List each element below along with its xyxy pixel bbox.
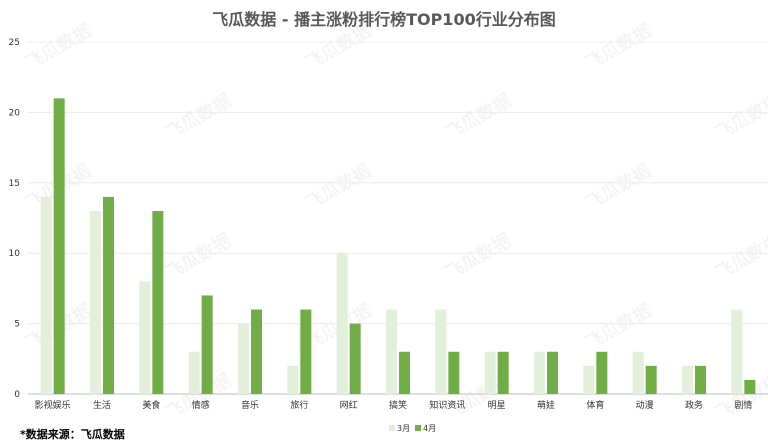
bar-april <box>152 210 164 394</box>
y-tick-label: 5 <box>14 320 20 330</box>
y-tick-label: 25 <box>9 38 20 48</box>
x-tick-label: 剧情 <box>734 399 752 411</box>
bar-april <box>695 365 706 394</box>
bar-march <box>188 351 200 394</box>
y-tick-label: 0 <box>14 390 20 400</box>
legend: 3月 4月 <box>389 424 436 433</box>
legend-swatch <box>415 425 421 431</box>
y-axis: 0 5 10 15 20 25 <box>9 38 21 400</box>
watermark-text: 飞瓜数据 <box>162 229 235 284</box>
bar-march <box>484 351 496 394</box>
bar-march <box>287 365 299 394</box>
chart-title: 飞瓜数据 - 播主涨粉排行榜TOP100行业分布图 <box>212 10 556 29</box>
bar-march <box>139 281 151 394</box>
bar-april <box>448 351 460 394</box>
bar-march <box>40 196 52 394</box>
legend-label: 4月 <box>423 424 436 433</box>
legend-label: 3月 <box>397 424 410 433</box>
x-axis: 影视娱乐 生活 美食 情感 音乐 旅行 网红 搞笑 知识资讯 明星 萌娃 体育 动漫 政务 剧情 <box>35 399 753 411</box>
x-tick-label: 旅行 <box>290 399 308 411</box>
watermark-text: 飞瓜数据 <box>582 159 655 214</box>
x-tick-label: 影视娱乐 <box>35 399 71 411</box>
bars <box>40 98 756 394</box>
bar-april <box>497 351 509 394</box>
watermark-text: 飞瓜数据 <box>582 299 655 354</box>
y-tick-label: 10 <box>9 249 21 259</box>
watermark-text: 飞瓜数据 <box>302 159 375 214</box>
x-tick-label: 动漫 <box>636 399 654 411</box>
bar-april <box>399 351 410 394</box>
bar-march <box>238 323 249 394</box>
bar-march <box>731 309 743 394</box>
watermark-text: 飞瓜数据 <box>712 229 768 284</box>
watermark-text: 飞瓜数据 <box>712 89 768 144</box>
bar-april <box>349 323 361 394</box>
x-tick-label: 音乐 <box>241 399 259 411</box>
bar-march <box>336 253 348 394</box>
bar-april <box>53 98 65 394</box>
bar-april <box>645 365 657 394</box>
watermark-text: 飞瓜数据 <box>162 89 235 144</box>
bar-april <box>300 309 312 394</box>
bar-march <box>534 351 545 394</box>
bar-march <box>682 365 693 394</box>
bar-april <box>251 309 262 394</box>
x-tick-label: 情感 <box>192 399 210 411</box>
bar-march <box>583 365 595 394</box>
x-tick-label: 体育 <box>586 399 604 411</box>
x-tick-label: 搞笑 <box>389 399 407 411</box>
source-note: *数据来源：飞瓜数据 <box>20 428 125 441</box>
bar-march <box>632 351 644 394</box>
watermark-text: 飞瓜数据 <box>442 89 515 144</box>
watermark-text: 飞瓜数据 <box>302 19 375 74</box>
x-tick-label: 美食 <box>142 399 160 411</box>
bar-march <box>90 210 101 394</box>
x-tick-label: 生活 <box>93 399 111 411</box>
gridlines <box>28 41 768 395</box>
x-tick-label: 萌娃 <box>537 399 555 411</box>
x-tick-label: 知识资讯 <box>429 399 465 411</box>
bar-april <box>201 295 213 394</box>
x-tick-label: 明星 <box>488 400 506 411</box>
bar-april <box>103 196 114 394</box>
x-tick-label: 网红 <box>340 399 358 411</box>
watermark-text: 飞瓜数据 <box>582 19 655 74</box>
legend-swatch <box>389 425 395 431</box>
y-tick-label: 15 <box>9 179 20 189</box>
bar-april <box>547 351 558 394</box>
x-tick-label: 政务 <box>685 399 703 411</box>
watermark-text: 飞瓜数据 <box>22 19 95 74</box>
bar-march <box>386 309 397 394</box>
bar-april <box>596 351 608 394</box>
watermark-text: 飞瓜数据 <box>442 229 515 284</box>
bar-april <box>744 379 756 394</box>
y-tick-label: 20 <box>9 108 21 118</box>
bar-march <box>435 309 447 394</box>
